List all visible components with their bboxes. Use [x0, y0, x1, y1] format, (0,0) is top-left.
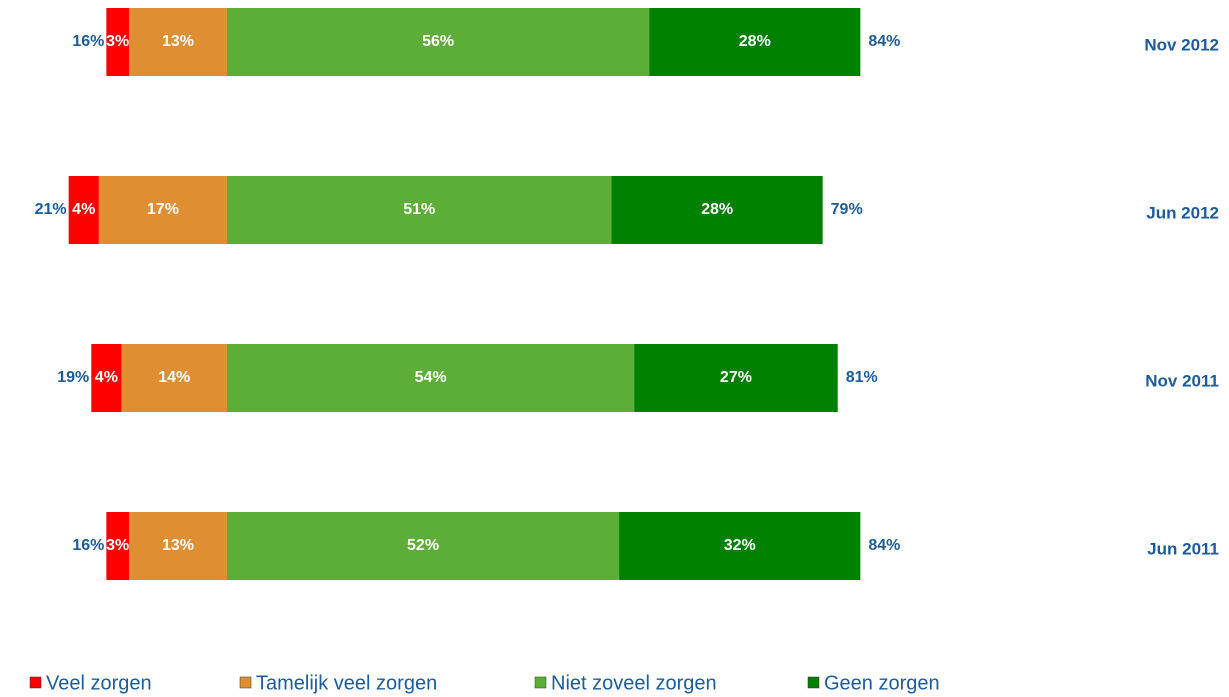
segment-label: 13% — [162, 33, 194, 50]
bar-segment — [619, 512, 861, 580]
segment-label: 54% — [415, 369, 447, 386]
segment-label: 4% — [95, 369, 118, 386]
segment-label: 14% — [158, 369, 190, 386]
negative-total: 16% — [72, 537, 104, 554]
segment-label: 32% — [724, 537, 756, 554]
segment-label: 28% — [701, 201, 733, 218]
bar-segment — [227, 344, 635, 412]
bar-segment — [634, 344, 838, 412]
category-label: Nov 2011 — [1145, 371, 1219, 390]
segment-label: 56% — [422, 33, 454, 50]
positive-total: 84% — [868, 537, 900, 554]
segment-label: 28% — [739, 33, 771, 50]
bar-segment — [227, 176, 612, 244]
legend-label: Geen zorgen — [824, 672, 940, 694]
segment-label: 27% — [720, 369, 752, 386]
segment-label: 13% — [162, 537, 194, 554]
category-label: Jun 2012 — [1146, 203, 1219, 222]
bar-segment — [227, 8, 650, 76]
bar-segment — [91, 344, 122, 412]
positive-total: 81% — [846, 369, 878, 386]
legend-label: Tamelijk veel zorgen — [256, 672, 437, 694]
legend-swatch — [807, 676, 820, 689]
category-label: Nov 2012 — [1144, 35, 1219, 54]
segment-label: 51% — [403, 201, 435, 218]
negative-total: 21% — [35, 201, 67, 218]
segment-label: 3% — [106, 33, 129, 50]
bar-segment — [649, 8, 861, 76]
bar-segment — [128, 8, 227, 76]
bar-segment — [98, 176, 227, 244]
category-label: Jun 2011 — [1147, 539, 1219, 558]
bar-segment — [68, 176, 99, 244]
positive-total: 79% — [831, 201, 863, 218]
bar-segment — [121, 344, 227, 412]
bar-segment — [106, 8, 129, 76]
bar-segment — [611, 176, 823, 244]
legend-swatch — [29, 676, 42, 689]
legend-swatch — [239, 676, 252, 689]
segment-label: 52% — [407, 537, 439, 554]
legend-label: Veel zorgen — [46, 672, 152, 694]
bar-segment — [106, 512, 129, 580]
segment-label: 3% — [106, 537, 129, 554]
negative-total: 16% — [72, 33, 104, 50]
negative-total: 19% — [57, 369, 89, 386]
segment-label: 4% — [72, 201, 95, 218]
positive-total: 84% — [868, 33, 900, 50]
segment-label: 17% — [147, 201, 179, 218]
legend-swatch — [534, 676, 547, 689]
bar-segment — [227, 512, 620, 580]
bar-segment — [128, 512, 227, 580]
legend-label: Niet zoveel zorgen — [551, 672, 717, 694]
